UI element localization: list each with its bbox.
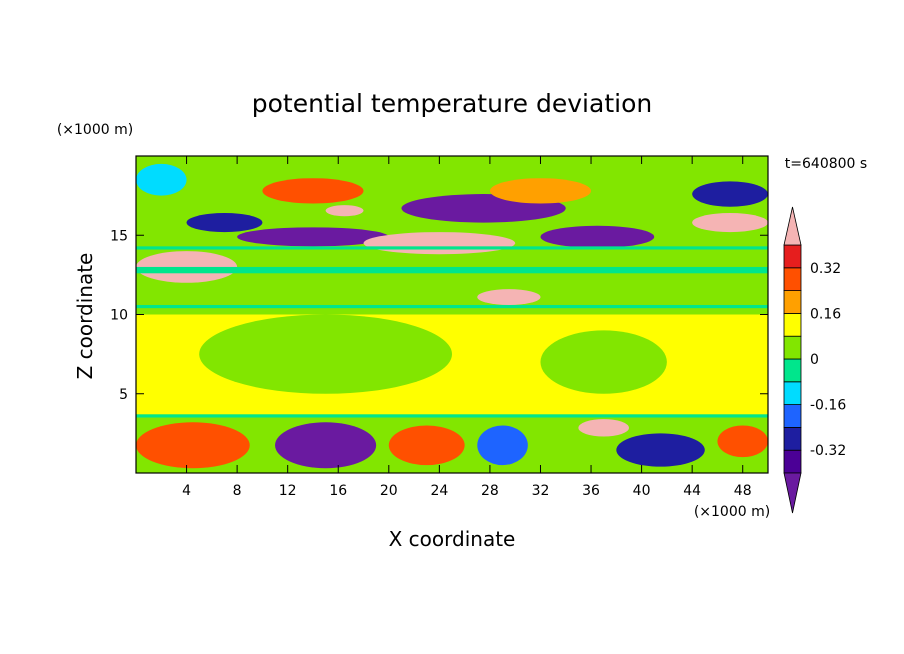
field-region: [489, 178, 592, 204]
colorbar: -0.32 -0.16 0 0.16 0.32: [783, 206, 846, 514]
y-axis-label: Z coordinate: [73, 253, 97, 380]
field-region: [477, 425, 528, 466]
colorbar-segment: [783, 426, 802, 451]
field-region: [578, 419, 629, 437]
x-tick-label: 16: [329, 483, 347, 499]
field-stripe: [136, 266, 768, 274]
colorbar-tick-label: 0.16: [810, 306, 841, 322]
field-region: [186, 213, 263, 233]
x-tick-label: 48: [734, 483, 752, 499]
field-region: [540, 225, 655, 248]
field-region: [540, 330, 667, 394]
field-region: [136, 422, 250, 469]
colorbar-segment: [783, 267, 802, 291]
colorbar-tick-label: 0: [810, 352, 819, 368]
x-tick-label: 4: [182, 483, 191, 499]
field-region: [199, 314, 452, 394]
colorbar-segment: [783, 358, 802, 383]
x-tick-label: 44: [683, 483, 701, 499]
colorbar-segment: [783, 290, 802, 314]
field-region: [692, 181, 768, 207]
heatmap-field: [136, 156, 768, 473]
field-region: [616, 433, 705, 467]
field-region: [363, 232, 516, 255]
y-axis: 5 10 15: [110, 228, 768, 403]
field-stripe: [136, 246, 768, 250]
colorbar-tick-label: -0.16: [810, 398, 846, 414]
field-stripe: [136, 304, 768, 309]
colorbar-segment: [783, 404, 802, 428]
x-tick-label: 36: [582, 483, 600, 499]
field-region: [325, 205, 364, 217]
field-region: [692, 213, 768, 233]
x-tick-label: 12: [279, 483, 297, 499]
field-region: [477, 289, 541, 305]
colorbar-over-arrow: [783, 206, 802, 246]
colorbar-segment: [783, 335, 802, 360]
colorbar-tick-label: -0.32: [810, 443, 846, 459]
y-tick-label: 5: [119, 387, 128, 403]
colorbar-segment: [783, 312, 802, 337]
y-tick-label: 10: [110, 308, 128, 324]
field-stripe: [136, 414, 768, 418]
field-region: [237, 227, 389, 247]
y-tick-label: 15: [110, 228, 128, 244]
colorbar-under-arrow: [783, 472, 802, 514]
x-tick-label: 32: [532, 483, 550, 499]
colorbar-segment: [783, 381, 802, 405]
time-label: t=640800 s: [785, 156, 867, 172]
x-tick-label: 40: [633, 483, 651, 499]
field-region: [717, 425, 768, 458]
x-tick-label: 8: [233, 483, 242, 499]
field-region: [136, 163, 187, 196]
x-axis: 4 8 12 16 20 24 28 32 36 40 44 48: [182, 156, 752, 499]
field-region: [275, 422, 377, 469]
x-axis-label: X coordinate: [389, 527, 516, 551]
x-tick-label: 24: [430, 483, 448, 499]
y-axis-unit: (×1000 m): [57, 122, 133, 138]
x-axis-unit: (×1000 m): [694, 504, 770, 520]
x-tick-label: 28: [481, 483, 499, 499]
field-region: [262, 178, 364, 204]
chart-title: potential temperature deviation: [252, 89, 652, 118]
colorbar-tick-label: 0.32: [810, 261, 841, 277]
x-tick-label: 20: [380, 483, 398, 499]
colorbar-segment: [783, 449, 802, 474]
field-region: [388, 425, 465, 466]
colorbar-segment: [783, 244, 802, 269]
